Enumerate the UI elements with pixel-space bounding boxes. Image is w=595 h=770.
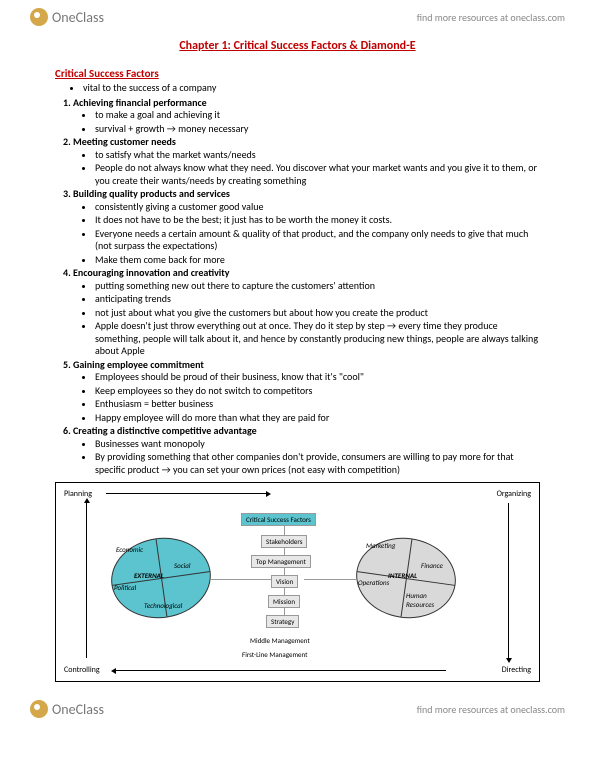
page-title: Chapter 1: Critical Success Factors & Di… — [55, 39, 540, 53]
list-item: putting something new out there to captu… — [95, 280, 540, 293]
factor-5-subs: Employees should be proud of their busin… — [73, 371, 540, 424]
arrow-right — [508, 503, 509, 658]
list-item: Happy employee will do more than what th… — [95, 412, 540, 425]
factor-6-subs: Businesses want monopoly By providing so… — [73, 438, 540, 477]
corner-directing: Directing — [502, 665, 531, 675]
logo-icon — [30, 8, 48, 26]
csf-heading: Critical Success Factors — [55, 67, 540, 80]
factor-label: Meeting customer needs — [73, 135, 176, 148]
header: OneClass find more resources at oneclass… — [0, 0, 595, 34]
list-item: People do not always know what they need… — [95, 162, 540, 187]
page-content: Chapter 1: Critical Success Factors & Di… — [0, 34, 595, 692]
factor-2-subs: to satisfy what the market wants/needs P… — [73, 149, 540, 188]
list-item: consistently giving a customer good valu… — [95, 201, 540, 214]
corner-controlling: Controlling — [64, 665, 100, 675]
factor-label: Achieving financial performance — [73, 96, 207, 109]
int-q1: Marketing — [366, 541, 395, 550]
ext-q3: Political — [114, 583, 136, 592]
factors-list: Achieving financial performance to make … — [55, 97, 540, 477]
list-item: to make a goal and achieving it — [95, 109, 540, 122]
corner-organizing: Organizing — [497, 489, 531, 499]
ext-q4: Technological — [144, 601, 182, 610]
connector — [211, 579, 271, 580]
ext-q1: Economic — [116, 545, 143, 554]
factor-label: Encouraging innovation and creativity — [73, 266, 229, 279]
list-item: By providing something that other compan… — [95, 451, 540, 476]
factor-4: Encouraging innovation and creativity pu… — [73, 267, 540, 358]
node-midmgmt: Middle Management — [246, 635, 314, 646]
factor-3: Building quality products and services c… — [73, 188, 540, 266]
int-q4: Human Resources — [406, 591, 446, 609]
list-item: Make them come back for more — [95, 254, 540, 267]
footer-logo: OneClass — [30, 700, 104, 718]
arrow-left — [86, 503, 87, 658]
connector — [284, 607, 285, 615]
list-item: Keep employees so they do not switch to … — [95, 385, 540, 398]
factor-3-subs: consistently giving a customer good valu… — [73, 201, 540, 267]
int-center: INTERNAL — [388, 571, 417, 580]
factor-5: Gaining employee commitment Employees sh… — [73, 359, 540, 425]
logo-text: OneClass — [52, 9, 104, 26]
diamond-e-diagram: Planning Organizing Controlling Directin… — [55, 482, 540, 682]
list-item: Apple doesn't just throw everything out … — [95, 320, 540, 358]
footer-tagline: find more resources at oneclass.com — [417, 703, 565, 716]
ext-q2: Social — [174, 561, 190, 570]
node-csf: Critical Success Factors — [241, 513, 316, 526]
intro-list: vital to the success of a company — [55, 82, 540, 95]
list-item: Employees should be proud of their busin… — [95, 371, 540, 384]
header-tagline: find more resources at oneclass.com — [417, 11, 565, 24]
logo-icon — [30, 700, 48, 718]
factor-2: Meeting customer needs to satisfy what t… — [73, 136, 540, 187]
list-item: anticipating trends — [95, 293, 540, 306]
factor-1: Achieving financial performance to make … — [73, 97, 540, 136]
list-item: Everyone needs a certain amount & qualit… — [95, 228, 540, 253]
list-item: Businesses want monopoly — [95, 438, 540, 451]
list-item: Enthusiasm = better business — [95, 398, 540, 411]
factor-1-subs: to make a goal and achieving it survival… — [73, 109, 540, 135]
connector — [284, 525, 285, 535]
list-item: not just about what you give the custome… — [95, 307, 540, 320]
arrow-top — [106, 493, 266, 494]
factor-4-subs: putting something new out there to captu… — [73, 280, 540, 358]
ext-center: EXTERNAL — [134, 571, 164, 580]
connector — [284, 587, 285, 595]
footer-logo-text: OneClass — [52, 701, 104, 718]
footer: OneClass find more resources at oneclass… — [0, 692, 595, 726]
logo: OneClass — [30, 8, 104, 26]
int-q3: Operations — [358, 578, 389, 587]
list-item: survival + growth → money necessary — [95, 123, 540, 136]
factor-6: Creating a distinctive competitive advan… — [73, 425, 540, 476]
arrow-bottom — [116, 670, 446, 671]
connector — [304, 579, 356, 580]
intro-bullet: vital to the success of a company — [83, 82, 540, 95]
list-item: It does not have to be the best; it just… — [95, 214, 540, 227]
node-strategy: Strategy — [266, 615, 299, 628]
factor-label: Creating a distinctive competitive advan… — [73, 424, 257, 437]
connector — [284, 547, 285, 555]
list-item: to satisfy what the market wants/needs — [95, 149, 540, 162]
node-firstline: First-Line Management — [238, 649, 312, 660]
factor-label: Building quality products and services — [73, 187, 230, 200]
node-topmgmt: Top Management — [251, 555, 311, 568]
int-q2: Finance — [421, 561, 443, 570]
connector — [284, 567, 285, 575]
factor-label: Gaining employee commitment — [73, 358, 204, 371]
